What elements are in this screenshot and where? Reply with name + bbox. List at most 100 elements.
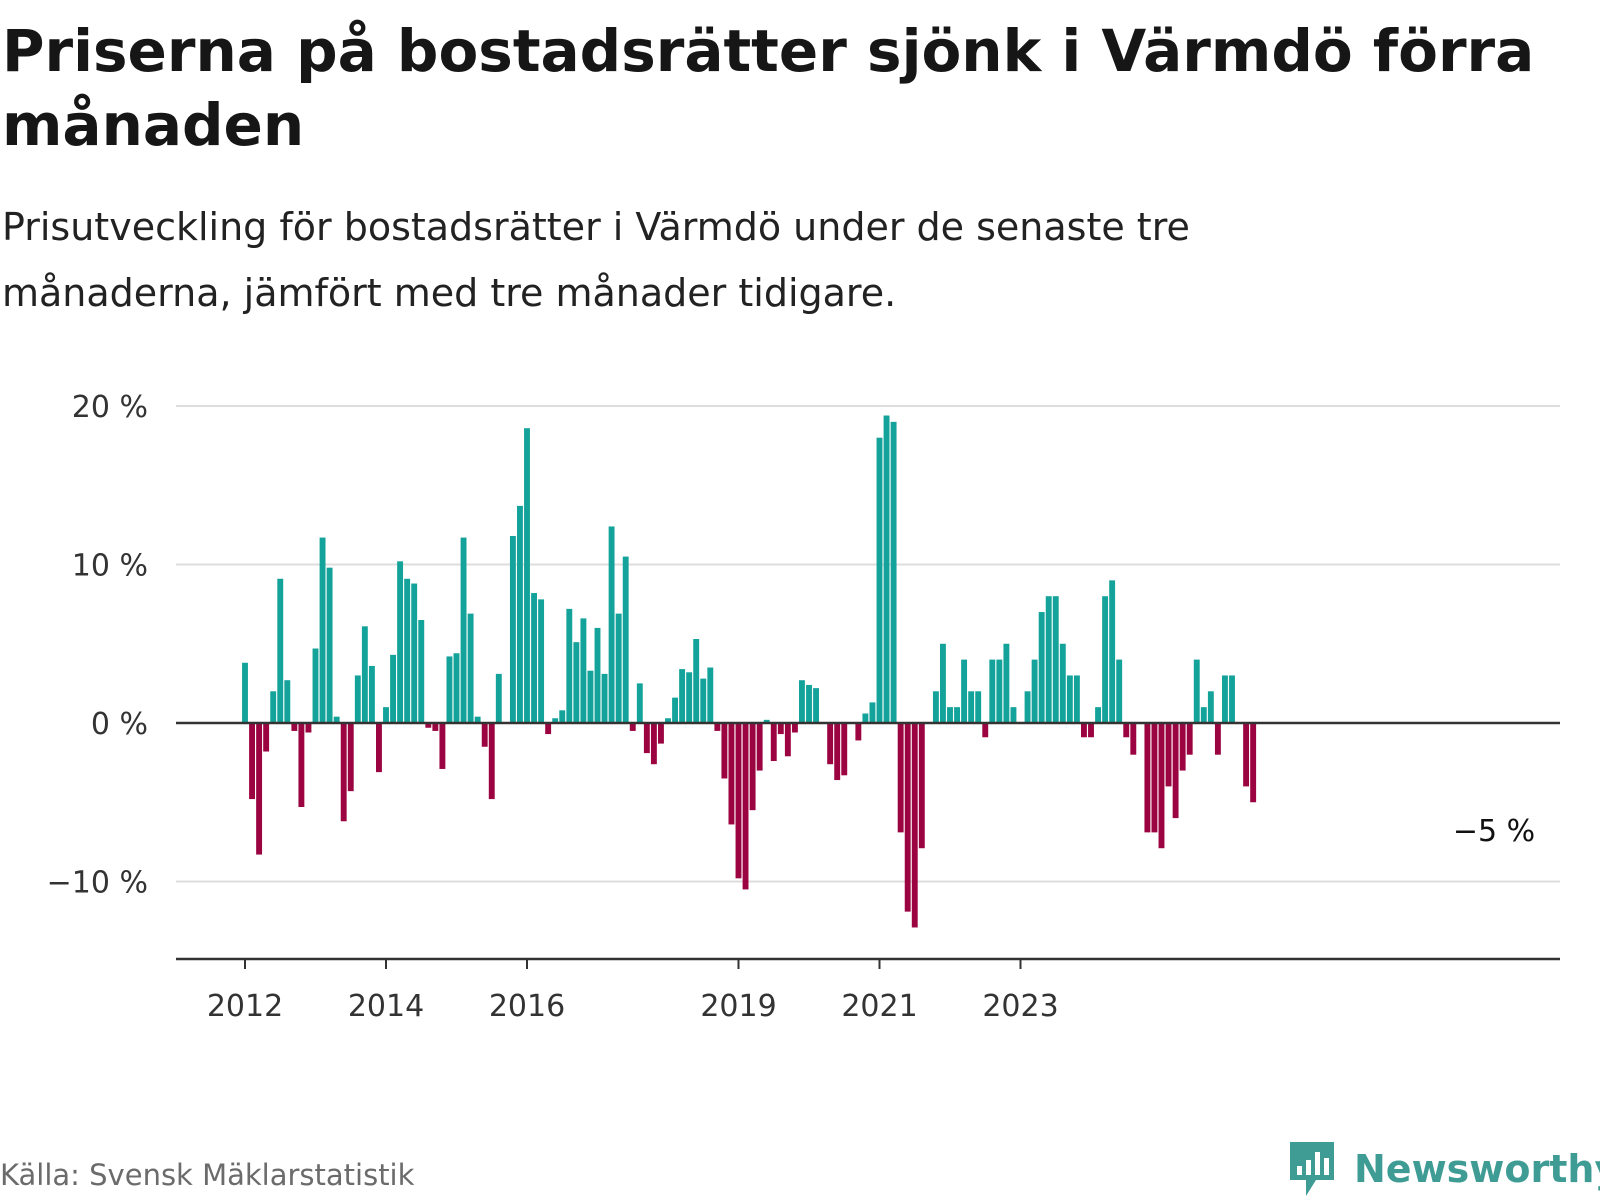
bar [1172,723,1179,819]
bar [904,723,911,912]
y-axis-labels: 20 % 10 % 0 % −10 % [47,390,148,901]
bar [284,680,291,724]
bar [566,608,573,723]
bar [411,583,418,723]
bar [869,702,876,723]
bar [397,561,404,723]
bar [961,659,968,723]
bar [552,718,559,723]
x-tick-label: 2019 [700,989,776,1024]
bar [954,707,960,723]
bars [242,415,1257,928]
bar [1144,723,1151,833]
bar [368,665,375,723]
bar [333,716,340,723]
bar [1214,723,1221,755]
bar [890,421,897,723]
bar [940,643,946,723]
bar [573,642,580,723]
bar [326,567,333,723]
bar [404,578,411,723]
bar [298,723,305,807]
bar [679,669,686,723]
y-tick-label: 10 % [72,549,148,584]
bar [446,656,453,723]
bar [756,723,763,771]
bar [855,723,862,741]
bar [700,678,707,723]
bar [932,691,939,723]
newsworthy-logo-icon [1290,1142,1334,1196]
bar [587,670,594,723]
bar [376,723,382,773]
chart-subtitle: Prisutveckling för bostadsrätter i Värmd… [2,205,1190,315]
bar [1095,707,1101,723]
bar [524,428,530,723]
x-tick-label: 2016 [489,989,565,1024]
bar [897,723,904,833]
bar [622,556,629,723]
bar [1193,659,1200,723]
bar [1038,612,1045,723]
bar [291,723,298,731]
bar [693,639,700,723]
bar [975,691,982,723]
bar [1059,643,1066,723]
bar [827,723,834,765]
bar [749,723,756,811]
bar [263,723,270,752]
bar [1165,723,1172,787]
bar [1229,675,1235,723]
bar [538,599,545,723]
bar [467,613,474,723]
bar [643,723,650,754]
bar [608,526,615,723]
bar [742,723,749,890]
bar [1031,659,1038,723]
bar [883,415,890,723]
source-note: Källa: Svensk Mäklarstatistik [0,1158,415,1192]
bar [1073,675,1080,723]
x-tick-label: 2012 [207,989,283,1024]
bar [495,673,502,723]
bar [1151,723,1158,833]
bar [594,627,601,723]
bar [1222,675,1228,723]
bar [665,718,671,723]
last-value-label: −5 % [1453,814,1535,849]
bar [1045,596,1052,723]
bar [460,537,467,723]
bar [559,710,566,723]
bar [777,723,784,735]
bar [1116,659,1123,723]
x-axis-ticks: 2012 2014 2016 2019 2021 2023 [207,959,1059,1024]
bar [735,723,742,879]
bar [658,723,664,744]
bar [996,659,1003,723]
bar [1066,675,1073,723]
x-tick-label: 2021 [841,989,917,1024]
bar [714,723,721,731]
bar [784,723,791,757]
bar [1081,723,1087,738]
bar [989,659,996,723]
bar [615,613,622,723]
bar [1088,723,1094,738]
x-tick-label: 2014 [348,989,424,1024]
bar [1250,723,1257,803]
bar [1052,596,1059,723]
bar [1130,723,1137,755]
bar [277,578,284,723]
bar [509,535,516,723]
bar [305,723,312,733]
y-tick-label: −10 % [47,866,148,901]
bar [1010,707,1017,723]
bar [531,593,537,723]
bar [721,723,728,779]
bar [249,723,255,800]
bar [270,691,277,723]
y-tick-label: 20 % [72,390,148,425]
bar [256,723,263,855]
bar [707,667,714,723]
bar [453,653,460,723]
